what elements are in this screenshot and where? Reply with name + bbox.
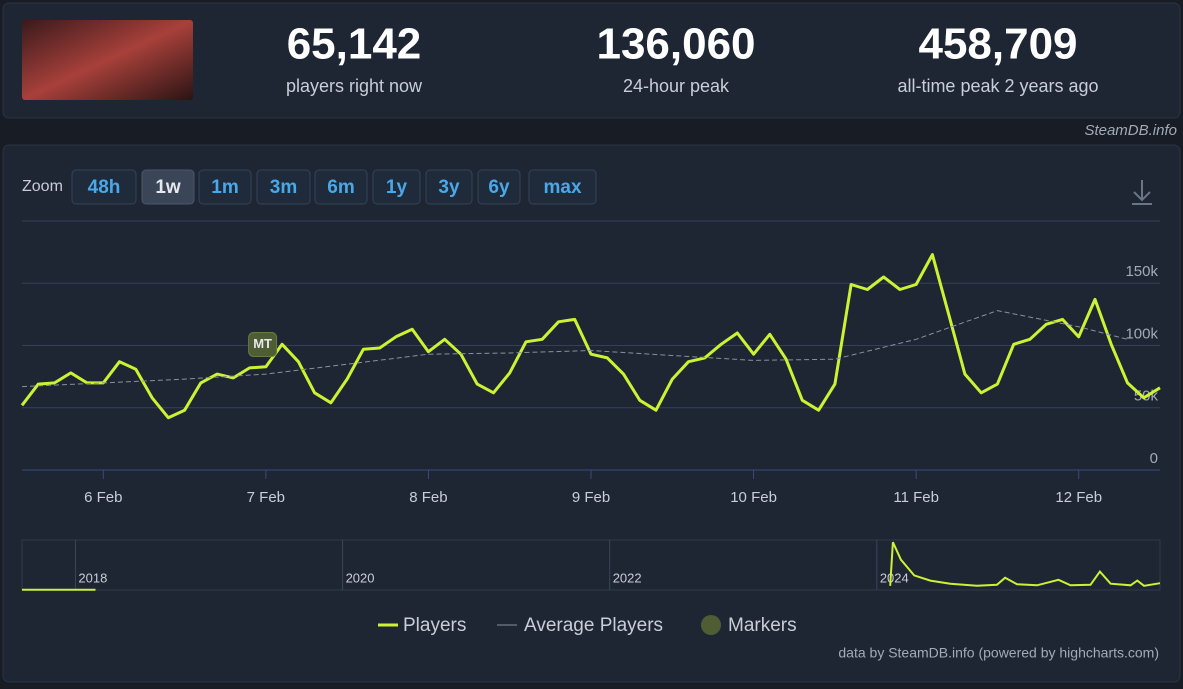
legend-label[interactable]: Markers: [728, 615, 797, 636]
marker-label: MT: [253, 336, 272, 351]
stat-value: 65,142: [287, 20, 422, 69]
x-tick-label: 11 Feb: [893, 489, 939, 506]
credits: data by SteamDB.info (powered by highcha…: [838, 645, 1159, 661]
average-line: [21, 310, 1128, 388]
navigator-tick-label: 2024: [880, 570, 909, 585]
y-tick-label: 150k: [1125, 263, 1158, 280]
zoom-button[interactable]: [256, 169, 311, 205]
zoom-button[interactable]: [477, 169, 521, 205]
zoom-button-label[interactable]: 6m: [327, 177, 354, 198]
x-tick-label: 8 Feb: [409, 489, 447, 506]
download-icon[interactable]: [1132, 180, 1152, 205]
zoom-button-label[interactable]: 3y: [438, 177, 460, 198]
marker: [248, 332, 278, 357]
stats-card: [2, 2, 1181, 119]
y-tick-label: 100k: [1125, 325, 1158, 342]
navigator-tick-label: 2018: [78, 570, 107, 585]
zoom-button-label[interactable]: 1y: [386, 177, 408, 198]
x-tick-label: 6 Feb: [84, 489, 122, 506]
stat-value: 136,060: [596, 20, 755, 69]
zoom-button-label[interactable]: 48h: [88, 177, 121, 198]
zoom-button[interactable]: [141, 169, 195, 205]
zoom-button[interactable]: [71, 169, 137, 205]
legend-swatch: [701, 615, 721, 635]
x-tick-label: 7 Feb: [247, 489, 285, 506]
zoom-button-label[interactable]: 1m: [211, 177, 238, 198]
zoom-label: Zoom: [22, 178, 63, 195]
players-line: [20, 253, 1161, 420]
x-tick-label: 10 Feb: [730, 489, 777, 506]
zoom-button[interactable]: [314, 169, 368, 205]
zoom-button[interactable]: [528, 169, 597, 205]
stat-label: players right now: [286, 76, 423, 96]
game-thumbnail[interactable]: [22, 20, 193, 100]
zoom-button[interactable]: [198, 169, 252, 205]
zoom-button-label[interactable]: 6y: [488, 177, 510, 198]
navigator-line: [22, 541, 1161, 591]
legend-label[interactable]: Average Players: [524, 615, 663, 636]
watermark: SteamDB.info: [1084, 122, 1177, 139]
stat-value: 458,709: [918, 20, 1077, 69]
y-tick-label: 0: [1150, 450, 1158, 467]
navigator-tick-label: 2020: [346, 570, 375, 585]
stat-label: 24-hour peak: [623, 76, 730, 96]
zoom-button[interactable]: [425, 169, 473, 205]
legend-label[interactable]: Players: [403, 615, 466, 636]
stat-label: all-time peak 2 years ago: [897, 76, 1098, 96]
navigator-tick-label: 2022: [613, 570, 642, 585]
x-tick-label: 12 Feb: [1055, 489, 1102, 506]
zoom-button-label[interactable]: max: [543, 177, 581, 198]
x-tick-label: 9 Feb: [572, 489, 610, 506]
navigator-frame: [21, 539, 1161, 591]
zoom-button-label[interactable]: 3m: [270, 177, 297, 198]
zoom-button[interactable]: [372, 169, 421, 205]
zoom-button-label[interactable]: 1w: [155, 177, 181, 198]
